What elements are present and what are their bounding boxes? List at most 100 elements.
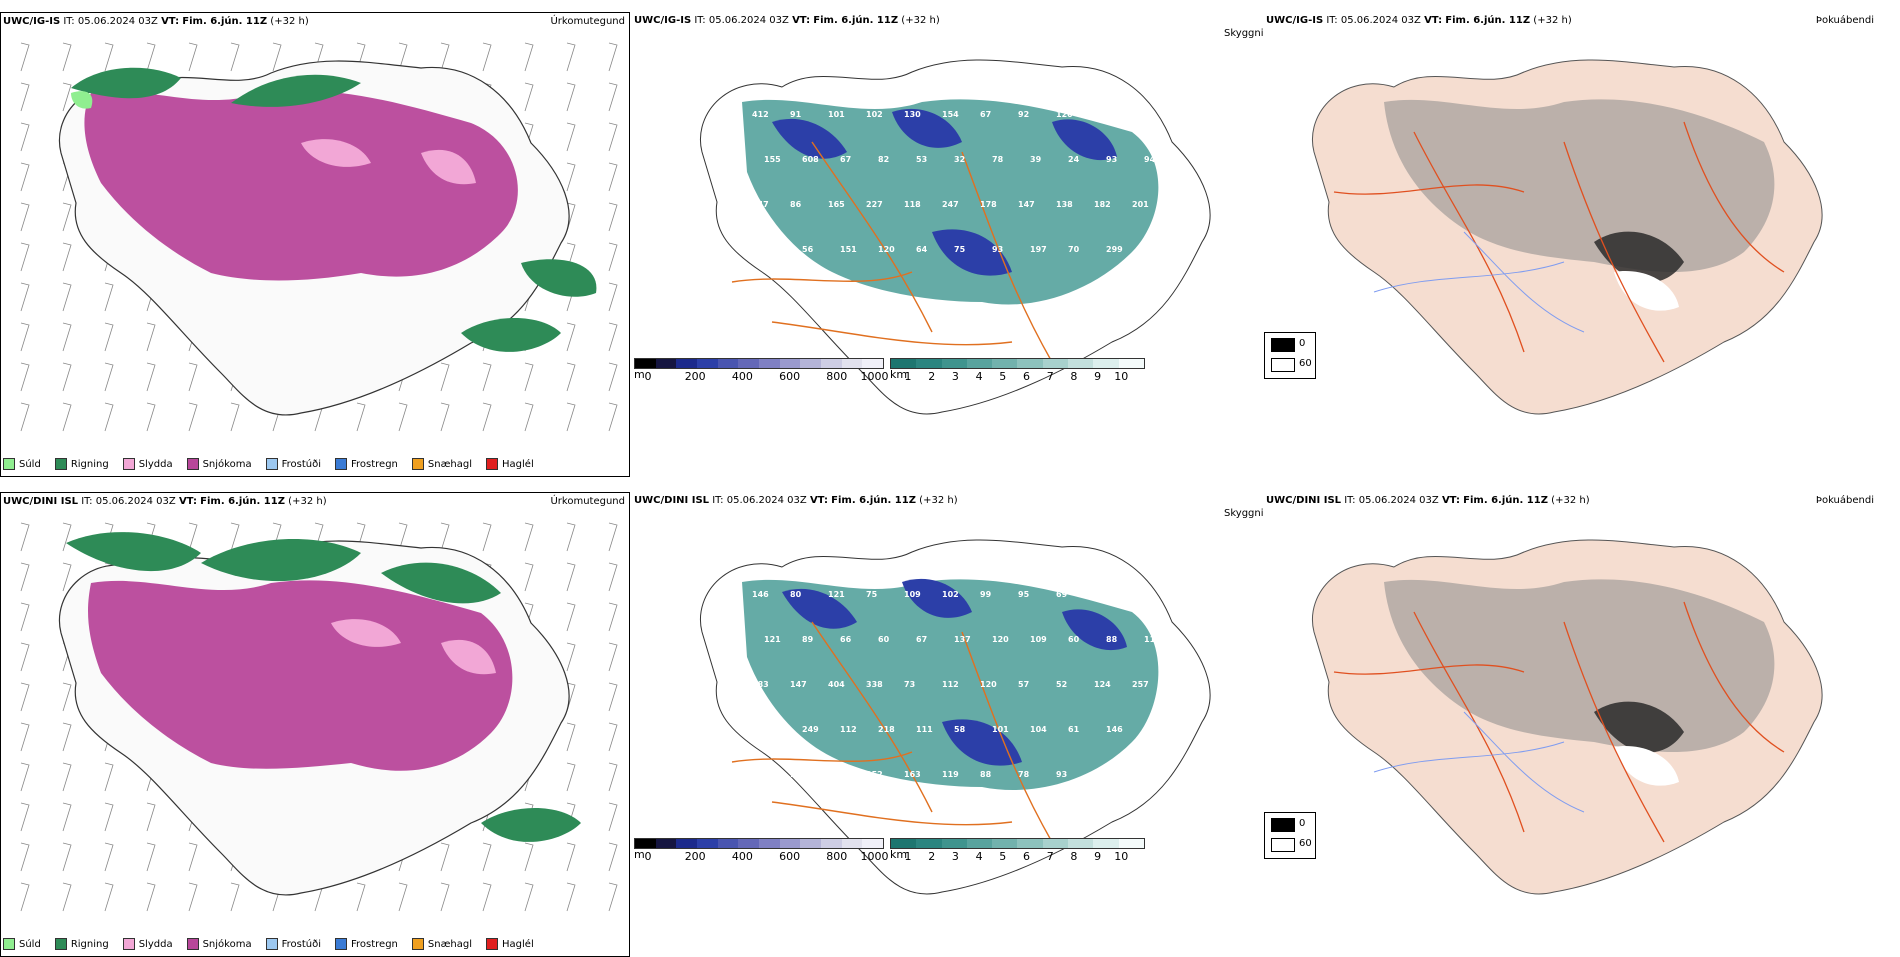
visibility-value-label: 101 (992, 725, 1009, 734)
colorbar-step (821, 359, 842, 368)
wind-barb (440, 842, 450, 872)
colorbar-step (821, 839, 842, 848)
visibility-value-label: 60 (878, 635, 890, 644)
fog-map (1312, 59, 1823, 415)
visibility-ticks: 1 2 3 4 5 6 7 8 9 10 (905, 369, 1145, 383)
wind-barb (566, 522, 576, 552)
wind-barb (146, 842, 156, 872)
visibility-value-label: 114 (828, 770, 845, 779)
colorbar-step (779, 839, 801, 848)
visibility-value-label: 111 (916, 725, 933, 734)
visibility-colorbar (890, 838, 1145, 849)
visibility-value-label: 249 (802, 725, 819, 734)
visibility-value-label: 73 (904, 680, 915, 689)
wind-barb (356, 882, 366, 912)
wind-barb (20, 882, 30, 912)
visibility-panel-bottom: UWC/DINI ISL IT: 05.06.2024 03Z VT: Fim.… (632, 492, 1316, 957)
colorbar-step (992, 839, 1018, 848)
visibility-value-label: 57 (1018, 680, 1029, 689)
visibility-value-label: 151 (840, 245, 857, 254)
visibility-value-label: 120 (980, 680, 997, 689)
wind-barb (62, 42, 72, 72)
panel-title: UWC/IG-IS IT: 05.06.2024 03Z VT: Fim. 6.… (1266, 15, 1572, 26)
tick: 3 (951, 370, 959, 383)
wind-barb (440, 402, 450, 432)
wind-barb (482, 882, 492, 912)
visibility-value-label: 112 (840, 725, 857, 734)
tick: 1000 (860, 850, 889, 863)
legend-item: Slydda (122, 938, 173, 950)
visibility-value-label: 178 (980, 200, 997, 209)
colorbar-step (1068, 839, 1094, 848)
visibility-value-label: 88 (1132, 770, 1144, 779)
visibility-value-label: 73 (1132, 590, 1143, 599)
visibility-value-label: 58 (954, 725, 966, 734)
fog-panel-top: UWC/IG-IS IT: 05.06.2024 03Z VT: Fim. 6.… (1264, 12, 1894, 477)
wind-barb (62, 402, 72, 432)
wind-barb (20, 562, 30, 592)
colorbar-step (738, 359, 760, 368)
colorbar-step (862, 839, 884, 848)
visibility-value-label: 93 (1056, 770, 1067, 779)
visibility-value-label: 52 (1056, 680, 1067, 689)
visibility-value-label: 118 (1094, 110, 1111, 119)
wind-barb (482, 522, 492, 552)
wind-barb (146, 402, 156, 432)
wind-barb (230, 42, 240, 72)
visibility-value-label: 109 (1144, 245, 1161, 254)
colorbar-step (655, 839, 677, 848)
wind-barb (20, 362, 30, 392)
wind-barb (62, 762, 72, 792)
legend-item: Snæhagl (411, 458, 472, 470)
wind-barb (104, 322, 114, 352)
visibility-value-label: 91 (752, 290, 764, 299)
visibility-value-label: 257 (1132, 680, 1149, 689)
tick: 10 (1114, 850, 1129, 863)
wind-barb (62, 682, 72, 712)
colorbar-step (1042, 359, 1069, 368)
precip-type-map (20, 42, 618, 432)
wind-barb (146, 42, 156, 72)
wind-barb (524, 42, 534, 72)
fog-key: 0 60 (1264, 332, 1316, 379)
visibility-value-label: 182 (1094, 200, 1111, 209)
wind-barb (608, 162, 618, 192)
tick: 8 (1070, 850, 1078, 863)
wind-barb (272, 42, 282, 72)
wind-barb (104, 42, 114, 72)
wind-barb (104, 402, 114, 432)
panel-variable-label: Þokuábendi (1815, 15, 1874, 26)
precip-legend: Súld Rigning Slydda Snjókoma Frostúði Fr… (3, 458, 534, 470)
visibility-value-label: 56 (802, 245, 814, 254)
wind-barb (482, 402, 492, 432)
wind-barb (104, 362, 114, 392)
panel-title: UWC/IG-IS IT: 05.06.2024 03Z VT: Fim. 6.… (634, 15, 940, 26)
tick: 0 (644, 370, 652, 383)
visibility-value-label: 24 (1068, 155, 1080, 164)
visibility-value-label: 252 (866, 770, 883, 779)
wind-barb (482, 362, 492, 392)
wind-barb (566, 202, 576, 232)
tick: 400 (731, 850, 753, 863)
wind-barb (566, 162, 576, 192)
visibility-value-label: 146 (752, 590, 769, 599)
panel-variable-label: Þokuábendi (1815, 495, 1874, 506)
wind-barb (608, 682, 618, 712)
visibility-value-label: 338 (866, 680, 883, 689)
wind-barb (608, 802, 618, 832)
precip-type-panel-top: UWC/IG-IS IT: 05.06.2024 03Z VT: Fim. 6.… (0, 12, 630, 477)
colorbar-step (841, 359, 863, 368)
visibility-value-label: 608 (802, 155, 819, 164)
wind-barb (608, 762, 618, 792)
wind-barb (608, 362, 618, 392)
visibility-value-label: 88 (980, 770, 992, 779)
wind-barb (188, 402, 198, 432)
wind-barb (62, 362, 72, 392)
visibility-value-label: 64 (916, 245, 928, 254)
wind-barb (62, 882, 72, 912)
colorbar-step (759, 359, 780, 368)
wind-barb (20, 242, 30, 272)
legend-item: Rigning (54, 458, 109, 470)
visibility-value-label: 91 (790, 110, 802, 119)
visibility-value-label: 155 (764, 155, 781, 164)
